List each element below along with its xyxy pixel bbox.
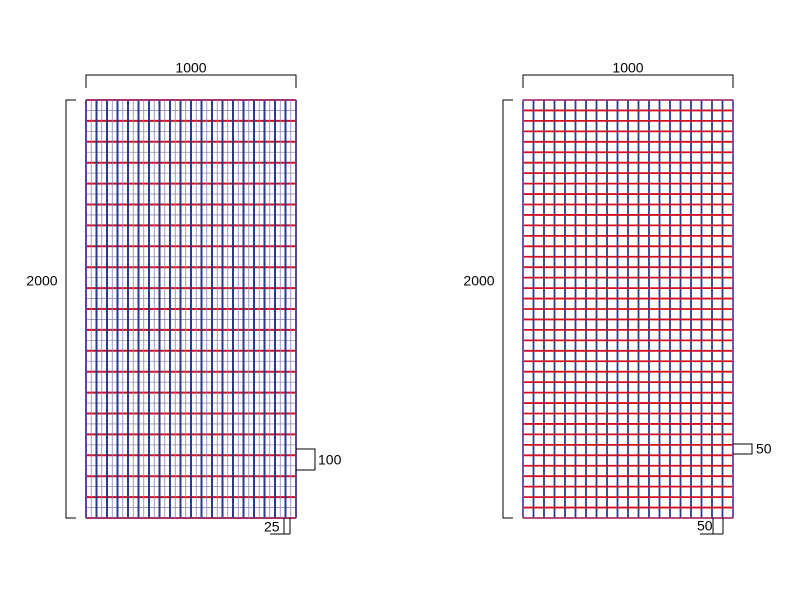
height-dimension — [65, 99, 76, 519]
side-spacing-label: 50 — [756, 441, 772, 457]
panel-frame — [85, 99, 297, 519]
bottom-spacing-dimension — [700, 518, 724, 535]
bottom-spacing-dimension — [270, 518, 291, 535]
side-spacing-dimension — [733, 443, 753, 455]
height-label: 2000 — [463, 273, 494, 289]
width-label: 1000 — [175, 60, 206, 76]
side-spacing-label: 100 — [318, 452, 342, 468]
mesh-panel — [522, 99, 734, 519]
bottom-spacing-label: 50 — [697, 518, 713, 534]
panel-frame — [522, 99, 734, 519]
side-spacing-dimension — [296, 448, 316, 471]
bottom-spacing-label: 25 — [264, 519, 280, 535]
width-dimension — [85, 74, 297, 88]
width-label: 1000 — [612, 60, 643, 76]
width-dimension — [522, 74, 734, 88]
height-dimension — [502, 99, 513, 519]
mesh-panel — [85, 99, 297, 519]
height-label: 2000 — [26, 273, 57, 289]
